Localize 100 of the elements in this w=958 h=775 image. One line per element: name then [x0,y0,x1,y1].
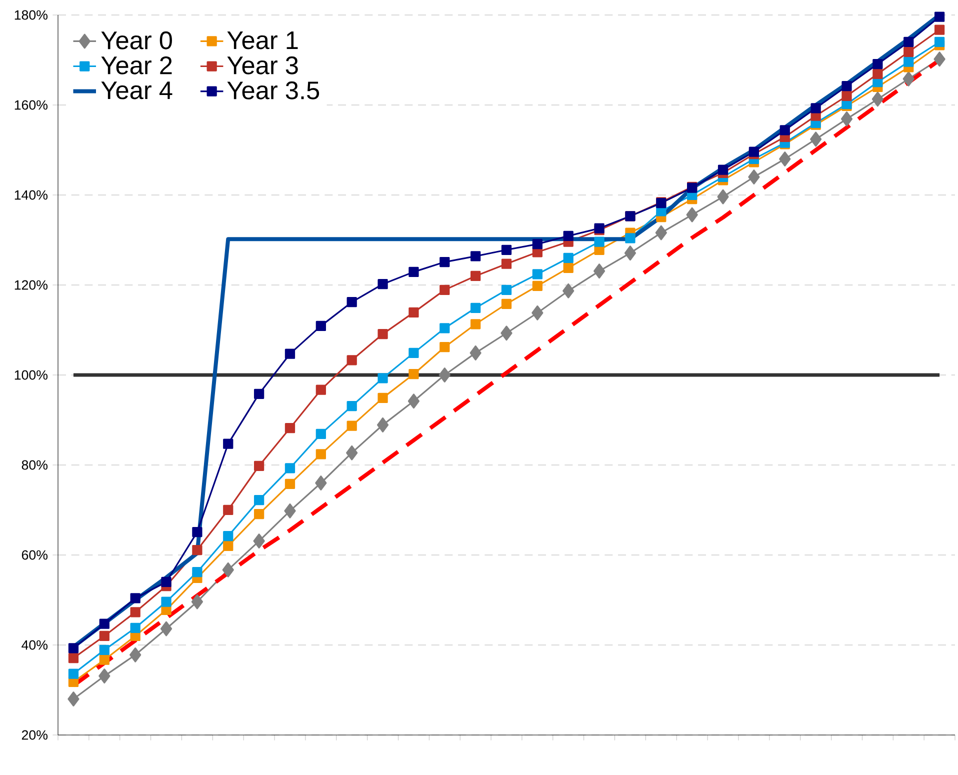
point [904,56,914,67]
point [934,52,946,67]
point [408,348,419,358]
point [130,607,140,618]
point [470,251,481,262]
point [222,562,234,578]
point [316,384,326,395]
point [593,264,606,279]
y-tick-label: 60% [22,550,48,560]
y-tick-label: 120% [14,280,48,290]
point [748,170,760,184]
point [902,71,914,86]
legend-label: Year 3 [227,56,298,74]
point [532,238,542,250]
point [316,449,326,460]
point [872,68,883,80]
point [810,103,821,114]
point [470,319,481,330]
point [161,576,172,588]
point [718,164,728,175]
point [717,189,729,204]
legend-label: Year 3.5 [227,81,320,100]
point [99,654,110,665]
point [408,369,419,380]
point [440,342,450,352]
point [408,307,419,318]
point [284,463,296,474]
point [68,692,80,706]
point [253,534,265,549]
y-tick-label: 40% [22,640,48,650]
point [284,503,296,518]
point [346,297,357,308]
legend-label: Year 2 [101,56,172,74]
point [780,125,790,136]
point [904,36,914,48]
point [99,644,110,656]
point [532,269,542,280]
point [254,388,264,399]
point [192,544,202,556]
point [440,256,450,268]
point [810,132,822,147]
point [625,233,636,244]
point [316,428,326,440]
point [408,394,420,409]
point [872,92,884,107]
y-tick-label: 140% [14,190,48,200]
y-tick-label: 20% [22,730,48,740]
point [98,668,110,684]
point [284,478,296,489]
point [284,348,296,359]
point [346,420,357,431]
point [99,630,110,642]
point [501,298,512,309]
point [501,258,512,269]
point [378,392,388,404]
point [254,495,264,506]
point [470,345,482,360]
point [191,594,203,610]
point [192,567,202,578]
point [160,621,172,636]
point [130,647,142,662]
point [223,504,234,516]
point [346,400,357,412]
point [594,236,604,247]
point [99,618,110,629]
point [563,252,574,264]
point [872,58,883,70]
y-tick-label: 180% [14,10,48,20]
point [500,326,512,341]
point [376,417,389,432]
point [686,207,698,222]
point [346,445,358,460]
point [624,246,636,261]
point [440,323,450,334]
point [440,284,450,296]
point [934,24,945,35]
point [130,622,140,633]
point [378,328,388,340]
point [378,279,388,290]
point [223,531,234,542]
point [563,230,574,242]
point [563,262,574,273]
point [934,36,945,48]
point [501,244,512,255]
legend-label: Year 1 [227,32,298,50]
point [161,596,172,607]
point [470,302,481,314]
point [934,12,945,22]
point [408,266,419,278]
point [378,373,388,384]
point [748,146,760,157]
point [68,668,79,679]
point [501,284,512,296]
point [655,225,667,240]
point [192,526,202,538]
point [562,283,574,298]
point [470,270,481,282]
point [223,540,234,552]
point [842,81,852,92]
point [68,652,79,664]
